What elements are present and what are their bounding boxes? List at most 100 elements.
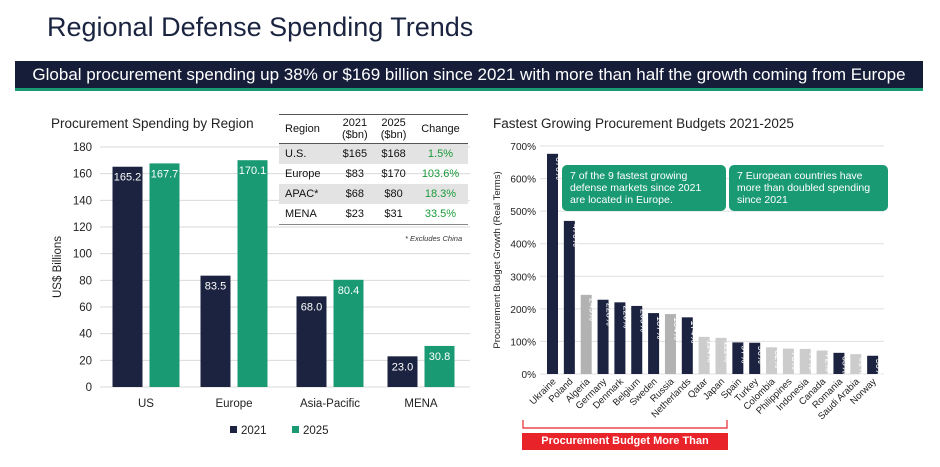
table-cell: $165 bbox=[342, 148, 368, 160]
y-tick-label: 300% bbox=[510, 272, 536, 283]
growth-bar bbox=[681, 317, 693, 374]
y-tick-label: 180 bbox=[73, 142, 92, 154]
doubled-budget-label: Procurement Budget More Than Doubled bbox=[522, 433, 728, 464]
table-cell: MENA bbox=[285, 208, 317, 220]
regional-spending-chart: 0 20 40 60 80 100 120 140 160 180 US$ Billions US 16… bbox=[52, 142, 470, 437]
bar-value-label: 61% bbox=[857, 357, 867, 375]
table-cell: $170 bbox=[381, 168, 406, 180]
table-cell: $168 bbox=[381, 148, 406, 160]
growth-chart: 0% 100% 200% 300% 400% 500% 600% 700% Procuremen… bbox=[492, 142, 884, 429]
europe-markets-callout: 7 of the 9 fastest growing defense marke… bbox=[562, 165, 726, 211]
table-row: U.S. $165 $168 1.5% bbox=[279, 143, 468, 164]
growth-bar bbox=[580, 294, 592, 374]
y-tick-label: 160 bbox=[73, 169, 92, 181]
growth-bar bbox=[597, 299, 609, 374]
y-tick-label: 120 bbox=[73, 222, 92, 234]
bar-value-label: 243% bbox=[588, 298, 598, 321]
bar-value-label: 78% bbox=[790, 352, 800, 370]
y-tick-label: 140 bbox=[73, 195, 92, 207]
growth-bar bbox=[799, 348, 811, 374]
bar-value-label: 83.5 bbox=[205, 281, 226, 293]
table-cell: $23 bbox=[345, 208, 365, 220]
table-cell: 18.3% bbox=[424, 188, 457, 200]
bar-2025 bbox=[149, 163, 180, 387]
callout-text: 7 of the 9 fastest growing defense marke… bbox=[570, 170, 702, 206]
y-tick-label: 100% bbox=[510, 337, 536, 348]
left-chart-title: Procurement Spending by Region bbox=[51, 116, 254, 131]
growth-bar bbox=[766, 347, 778, 374]
y-tick-label: 600% bbox=[510, 175, 536, 186]
bar-value-label: 187% bbox=[655, 316, 665, 339]
bar-value-label: 56% bbox=[874, 359, 884, 377]
legend-swatch bbox=[292, 426, 299, 433]
growth-bar bbox=[867, 355, 879, 374]
growth-bar bbox=[698, 336, 710, 374]
table-cell: $80 bbox=[384, 188, 403, 200]
callout-text: 7 European countries have more than doub… bbox=[737, 170, 871, 206]
table-header: 2021 ($bn) bbox=[342, 117, 368, 141]
growth-bar bbox=[850, 354, 862, 374]
y-tick-label: 700% bbox=[510, 142, 536, 153]
growth-bar bbox=[782, 348, 794, 374]
table-footnote: * Excludes China bbox=[405, 234, 463, 243]
spending-table: Region 2021 ($bn) 2025 ($bn) Change U.S. $1… bbox=[279, 114, 468, 225]
growth-bar bbox=[664, 314, 676, 374]
table-row: MENA $23 $31 33.5% bbox=[279, 204, 468, 225]
bar-value-label: 167.7 bbox=[151, 168, 179, 180]
x-tick-label: Asia-Pacific bbox=[300, 398, 360, 410]
bar-value-label: 228% bbox=[605, 303, 615, 326]
y-tick-label: 200% bbox=[510, 305, 536, 316]
growth-bar bbox=[833, 352, 845, 374]
table-cell: APAC* bbox=[285, 188, 319, 200]
table-row: APAC* $68 $80 18.3% bbox=[279, 184, 468, 204]
growth-bar bbox=[631, 305, 643, 374]
table-header: Region bbox=[285, 123, 320, 135]
bar-value-label: 30.8 bbox=[429, 351, 450, 363]
bar-2021 bbox=[200, 275, 231, 387]
bar-value-label: 470% bbox=[571, 224, 581, 247]
bar-value-label: 114% bbox=[706, 340, 716, 362]
bar-value-label: 165.2 bbox=[114, 172, 142, 184]
x-tick-label: MENA bbox=[404, 398, 438, 410]
bar-value-label: 82% bbox=[773, 350, 783, 368]
table-cell: 1.5% bbox=[427, 148, 453, 160]
doubled-spending-callout: 7 European countries have more than doub… bbox=[729, 165, 888, 211]
y-tick-label: 100 bbox=[73, 249, 92, 261]
table-cell: $31 bbox=[384, 208, 403, 220]
table-cell: Europe bbox=[285, 168, 321, 180]
bar-value-label: 111% bbox=[723, 341, 733, 363]
table-header: Change bbox=[421, 123, 460, 135]
bar-value-label: 23.0 bbox=[392, 361, 413, 373]
x-tick-label: US bbox=[138, 398, 154, 410]
y-axis-label: Procurement Budget Growth (Real Terms) bbox=[492, 171, 503, 348]
table-cell: 33.5% bbox=[424, 208, 457, 220]
right-chart-title: Fastest Growing Procurement Budgets 2021… bbox=[493, 116, 794, 131]
bar-value-label: 80.4 bbox=[338, 285, 359, 297]
growth-bar bbox=[648, 313, 660, 374]
growth-bar bbox=[614, 302, 626, 374]
bar-2025 bbox=[424, 345, 455, 387]
y-tick-label: 0% bbox=[522, 370, 537, 381]
legend-label: 2025 bbox=[303, 425, 329, 437]
bar-value-label: 174% bbox=[689, 320, 699, 343]
table-header: 2025 ($bn) bbox=[380, 117, 407, 141]
growth-bar bbox=[816, 350, 828, 374]
bar-value-label: 96% bbox=[756, 346, 766, 364]
growth-bar bbox=[563, 220, 575, 374]
bar-2021 bbox=[296, 296, 327, 387]
y-tick-label: 20 bbox=[79, 355, 92, 367]
bar-2021 bbox=[112, 166, 143, 387]
growth-bar bbox=[547, 153, 558, 374]
bar-value-label: 170.1 bbox=[239, 165, 267, 177]
summary-banner: Global procurement spending up 38% or $1… bbox=[15, 61, 923, 91]
growth-bar bbox=[732, 342, 744, 374]
x-tick-label: Europe bbox=[215, 398, 252, 410]
y-tick-label: 40 bbox=[79, 329, 92, 341]
bar-value-label: 72% bbox=[824, 354, 834, 372]
doubled-bracket bbox=[522, 420, 728, 429]
legend-swatch bbox=[230, 426, 237, 433]
bar-2021 bbox=[387, 356, 418, 387]
bar-value-label: 77% bbox=[807, 352, 817, 370]
table-cell: 103.6% bbox=[421, 168, 460, 180]
bar-value-label: 97% bbox=[739, 345, 749, 363]
